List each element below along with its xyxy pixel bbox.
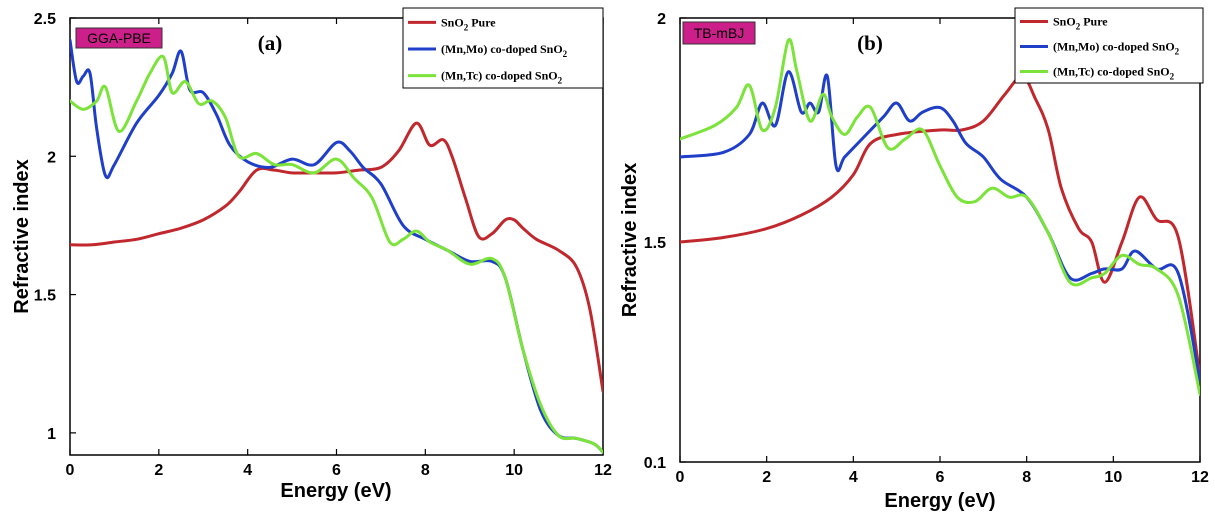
x-tick-label: 0: [676, 469, 685, 486]
series-line-0: [70, 121, 603, 393]
y-tick-label: 0.1: [644, 455, 666, 472]
y-axis-title: Refractive index: [11, 159, 33, 314]
x-axis-title: Energy (eV): [884, 490, 995, 512]
x-tick-label: 8: [421, 462, 430, 479]
y-tick-label: 1.5: [34, 288, 56, 305]
method-box: [75, 27, 163, 49]
legend-box: [402, 7, 604, 89]
y-tick-label: 2: [47, 149, 56, 166]
chart-panel-a: 0 2 4 6 8 10 12 1 1.5 2 2.5 Energy (eV) Refractive i…: [11, 7, 612, 502]
x-tick-label: 0: [66, 462, 75, 479]
legend-label: (Mn,Tc) co-doped SnO2: [1053, 65, 1175, 82]
x-tick-label: 10: [1104, 469, 1122, 486]
x-tick-label: 10: [505, 462, 523, 479]
x-tick-label: 12: [1191, 469, 1209, 486]
legend-label: SnO2 Pure: [441, 15, 496, 32]
y-tick-label: 2: [657, 11, 666, 28]
panel-label: (a): [258, 31, 283, 55]
method-label: TB-mBJ: [694, 25, 745, 41]
chart-panel-b: 0 2 4 6 8 10 12 0.1 1.5 2 Energy (eV) Refractive in…: [619, 7, 1209, 512]
series-lines: [680, 37, 1200, 396]
x-tick-label: 6: [936, 469, 945, 486]
method-label: GGA-PBE: [87, 30, 151, 46]
y-axis-title: Refractive index: [619, 163, 641, 318]
series-line-1: [680, 70, 1200, 383]
legend-label: (Mn,Tc) co-doped SnO2: [441, 69, 563, 86]
legend-label: (Mn,Mo) co-doped SnO2: [1053, 40, 1180, 57]
y-tick-label: 2.5: [34, 11, 56, 28]
x-tick-label: 4: [243, 462, 252, 479]
x-tick-label: 2: [762, 469, 771, 486]
legend: SnO2 Pure (Mn,Mo) co-doped SnO2 (Mn,Tc) co…: [402, 7, 604, 89]
series-lines: [70, 38, 603, 454]
panel-label: (b): [857, 31, 883, 55]
legend-label: SnO2 Pure: [1053, 15, 1108, 32]
series-line-2: [680, 37, 1200, 396]
y-tick-label: 1: [47, 426, 56, 443]
x-tick-label: 2: [154, 462, 163, 479]
x-tick-label: 4: [849, 469, 858, 486]
series-line-1: [70, 38, 603, 454]
legend: SnO2 Pure (Mn,Mo) co-doped SnO2 (Mn,Tc) co…: [1014, 7, 1204, 84]
x-tick-label: 12: [594, 462, 612, 479]
x-tick-label: 8: [1022, 469, 1031, 486]
legend-label: (Mn,Mo) co-doped SnO2: [441, 42, 568, 59]
x-axis-title: Energy (eV): [280, 480, 391, 502]
y-tick-label: 1.5: [644, 235, 666, 252]
method-box: [682, 21, 756, 45]
series-line-2: [70, 54, 603, 454]
x-tick-label: 6: [332, 462, 341, 479]
